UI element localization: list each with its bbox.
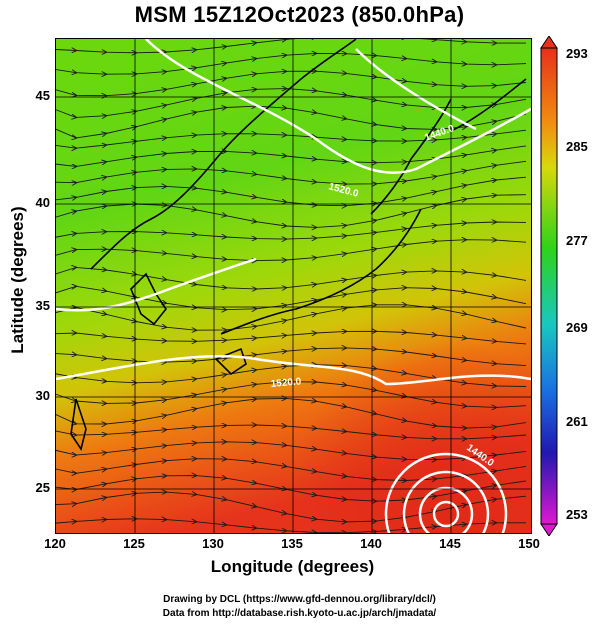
y-tick-40: 40	[35, 195, 50, 210]
contour-1520-north	[355, 48, 477, 131]
kyushu	[214, 347, 247, 376]
map-plot-area: 1440.0 1520.0 1520.0 1440.0	[55, 38, 532, 534]
colorbar	[540, 36, 558, 536]
typhoon-ring-1	[432, 500, 460, 528]
contour-west	[56, 257, 257, 312]
streamline	[56, 492, 527, 522]
y-tick-35: 35	[35, 298, 50, 313]
y-tick-25: 25	[35, 480, 50, 495]
footer-credit-data: Data from http://database.rish.kyoto-u.a…	[162, 608, 437, 619]
colorbar-min-arrow	[540, 523, 558, 536]
y-tick-45: 45	[35, 88, 50, 103]
x-tick-135: 135	[281, 536, 303, 551]
typhoon-ring-3	[402, 470, 490, 533]
map-title: MSM 15Z12Oct2023 (850.0hPa)	[134, 2, 465, 27]
footer-credit-drawing: Drawing by DCL (https://www.gfd-dennou.o…	[163, 594, 436, 605]
x-tick-150: 150	[518, 536, 540, 551]
streamline	[56, 331, 527, 345]
colorbar-tick-293: 293	[566, 46, 588, 61]
typhoon-ring-2	[418, 486, 474, 533]
streamline	[56, 348, 527, 366]
streamline	[56, 129, 527, 148]
colorbar-tick-277: 277	[566, 233, 588, 248]
typhoon-ring-4	[384, 452, 508, 533]
streamline	[56, 305, 527, 330]
contour-1440-north	[145, 39, 531, 174]
colorbar-tick-269: 269	[566, 320, 588, 335]
asia-coastline	[90, 39, 357, 270]
colorbar-scale	[540, 47, 558, 525]
typhoon-warm-core	[56, 39, 531, 533]
colorbar-max-arrow	[540, 36, 558, 49]
contour-label-3: 1520.0	[270, 376, 302, 390]
land-outline	[70, 39, 527, 451]
x-tick-120: 120	[44, 536, 66, 551]
streamline	[56, 145, 527, 167]
x-tick-145: 145	[439, 536, 461, 551]
colorbar-tick-253: 253	[566, 507, 588, 522]
x-tick-130: 130	[202, 536, 224, 551]
colorbar-tick-261: 261	[566, 414, 588, 429]
streamline	[56, 425, 527, 439]
x-tick-140: 140	[360, 536, 382, 551]
colorbar-tick-285: 285	[566, 139, 588, 154]
x-tick-125: 125	[123, 536, 145, 551]
streamline	[56, 240, 527, 261]
map-svg: 1440.0 1520.0 1520.0 1440.0	[56, 39, 531, 533]
taiwan	[70, 398, 87, 451]
x-axis-label: Longitude (degrees)	[210, 557, 375, 576]
hokkaido-sakhalin	[370, 98, 452, 215]
honshu-coast	[220, 208, 422, 335]
y-tick-30: 30	[35, 388, 50, 403]
korea-peninsula	[130, 272, 167, 326]
streamline	[56, 106, 527, 138]
grid-lines	[56, 39, 531, 533]
kuril-islands	[450, 78, 527, 132]
